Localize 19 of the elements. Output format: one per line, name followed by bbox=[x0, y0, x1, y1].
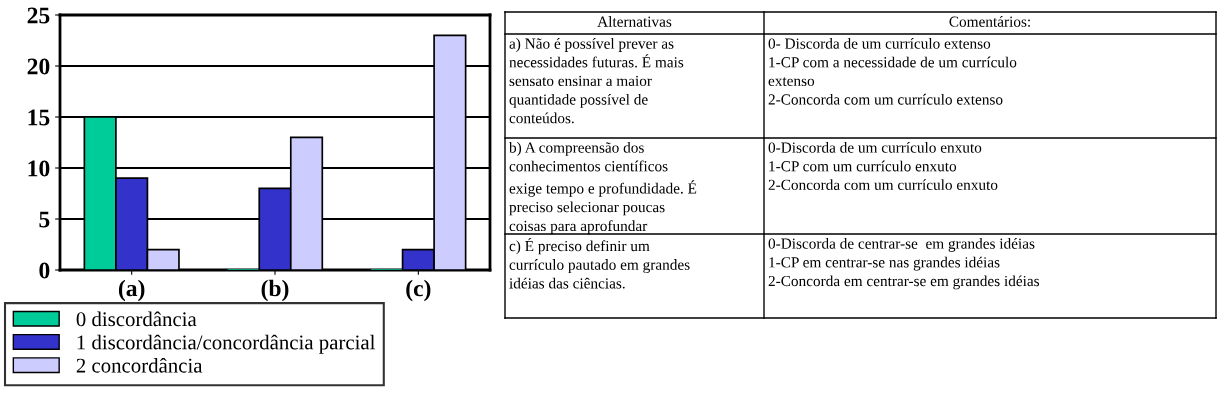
legend-label: 0 discordância bbox=[76, 311, 197, 327]
text: Comentários: bbox=[949, 16, 1030, 27]
text: c) É preciso definir um currículo pautado em grandes idéias das ciências. bbox=[509, 238, 690, 289]
x-tick-label: (b) bbox=[261, 279, 289, 302]
legend-label: 1 discordância/concordância parcial bbox=[77, 334, 376, 354]
text: 0-Discorda de um currículo enxuto 1-CP com um currículo enxuto 2-Concorda com um currículo enxuto bbox=[768, 141, 998, 190]
y-tick-label: 10 bbox=[28, 160, 50, 177]
text: 0- Discorda de um currículo extenso 1-CP com a necessidade de um currículo extenso 2-Concorda com um currículo extenso bbox=[768, 37, 1017, 105]
legend-label: 2 concordância bbox=[76, 357, 203, 373]
y-tick-label: 15 bbox=[28, 109, 50, 126]
x-tick-label: (a) bbox=[118, 279, 145, 302]
y-tick-label: 5 bbox=[39, 211, 50, 228]
x-tick-label: (c) bbox=[406, 279, 431, 302]
y-tick-label: 20 bbox=[27, 58, 50, 75]
text: a) Não é possível prever as necessidades futuras. É mais sensato ensinar a maior quantidade possível de conteúdos. bbox=[509, 38, 684, 124]
text: 0-Discorda de centrar-se em grandes idéias 1-CP em centrar-se nas grandes idéias 2-Concorda em centrar-se em grandes idéias bbox=[768, 238, 1040, 290]
y-tick-label: 0 bbox=[39, 262, 50, 279]
y-tick-label: 25 bbox=[27, 7, 50, 24]
text: Alternativas bbox=[597, 16, 672, 27]
